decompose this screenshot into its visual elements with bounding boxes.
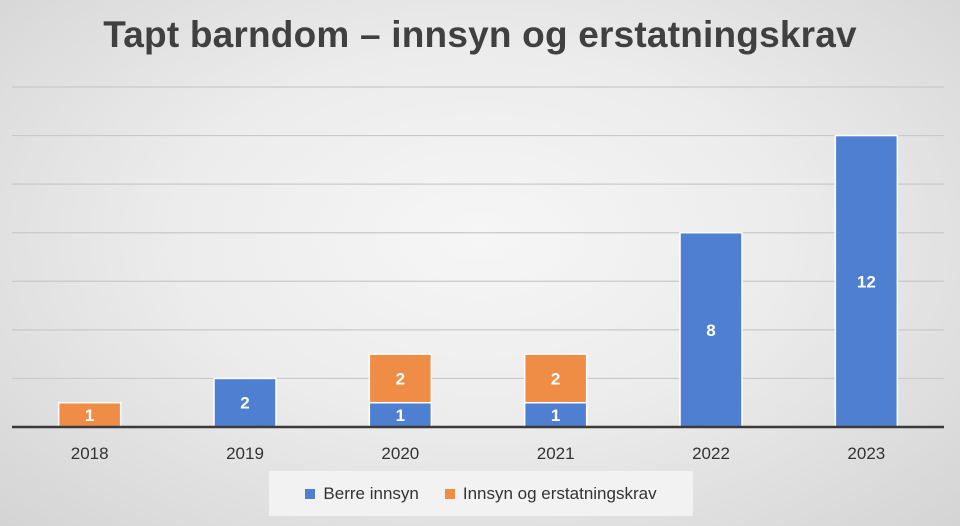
data-label-2019-series-0: 2	[240, 394, 249, 413]
legend: Berre innsyn Innsyn og erstatningskrav	[269, 471, 693, 516]
x-tick-label-2018: 2018	[71, 444, 109, 463]
x-tick-label-2023: 2023	[847, 444, 885, 463]
x-tick-label-2019: 2019	[226, 444, 264, 463]
bar-2021-series-0	[523, 401, 588, 428]
bar-2023-series-0	[834, 134, 899, 428]
legend-label: Innsyn og erstatningskrav	[462, 483, 657, 503]
legend-label: Berre innsyn	[323, 483, 419, 503]
data-label-2023-series-0: 12	[857, 272, 876, 291]
x-tick-label-2022: 2022	[692, 444, 730, 463]
chart-title: Tapt barndom – innsyn og erstatningskrav	[103, 14, 857, 55]
gridlines	[12, 86, 944, 380]
legend-item-innsyn-og-erstatningskrav: Innsyn og erstatningskrav	[444, 483, 657, 504]
data-label-2021-series-0: 1	[551, 406, 560, 425]
legend-item-berre-innsyn: Berre innsyn	[305, 483, 419, 504]
data-label-2018-series-1: 1	[85, 406, 94, 425]
bar-2021-series-1	[523, 353, 588, 404]
bar-2019-series-0	[213, 377, 277, 428]
data-label-2020-series-1: 2	[396, 369, 405, 388]
data-label-2022-series-0: 8	[706, 321, 715, 340]
bar-2020-series-1	[368, 353, 433, 404]
bar-2018-series-1	[57, 401, 122, 428]
legend-swatch-blue	[305, 488, 316, 499]
data-label-2020-series-0: 1	[396, 406, 405, 425]
x-axis-ticks: 2018 2019 2020 2021 2022 2023	[71, 444, 885, 463]
x-tick-label-2020: 2020	[381, 444, 419, 463]
bar-2022-series-0	[679, 231, 743, 428]
data-label-2021-series-1: 2	[551, 369, 560, 388]
legend-swatch-orange	[444, 488, 455, 499]
x-tick-label-2021: 2021	[537, 444, 575, 463]
